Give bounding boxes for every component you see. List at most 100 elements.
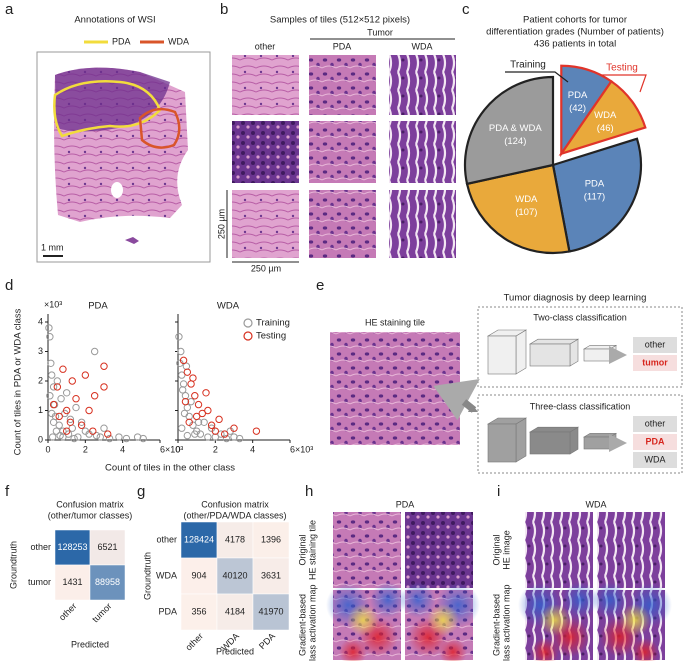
slice-value: (46) (597, 123, 614, 134)
scatter-point (211, 427, 220, 435)
layer-side (515, 417, 527, 463)
column-label: tumor (90, 601, 113, 624)
scatter-point (46, 392, 54, 400)
scatter-point (62, 406, 71, 415)
matrix-cell (180, 521, 218, 559)
y-axis-label: Groundtruth (8, 541, 18, 589)
scatter-point (104, 430, 112, 438)
slice-value: (42) (569, 103, 586, 114)
scatter-point (90, 347, 99, 356)
chart-title: Confusion matrix (201, 499, 269, 509)
scatter-point (53, 383, 62, 391)
tile (389, 121, 456, 183)
pie-slice (463, 75, 555, 186)
scatter-point (45, 324, 53, 332)
he-image (597, 512, 665, 588)
wsi-hole (111, 182, 123, 198)
panel-title: Tumor diagnosis by deep learning (504, 293, 647, 304)
row-label: other (30, 542, 51, 552)
scatter-point (177, 347, 185, 356)
matrix-cell (89, 564, 126, 601)
outputs: other tumor other PDA WDA (633, 337, 677, 468)
cam-blob (339, 638, 367, 661)
subplot-title: PDA (88, 301, 108, 312)
cam-blob (562, 582, 598, 618)
panel-title: PDA (396, 499, 415, 509)
row-label: PDA (158, 606, 177, 616)
row-label: tumor (28, 577, 51, 587)
cam-blob (439, 638, 467, 661)
chart-title: differentiation grades (Number of patien… (486, 27, 664, 38)
row-label: WDA (156, 570, 177, 580)
cam-blob (370, 582, 406, 618)
scatter-point (192, 412, 201, 421)
slice-label: PDA & WDA (489, 123, 542, 134)
matrix-cell (252, 593, 290, 631)
cell-value: 3631 (261, 570, 281, 580)
row-label: HE image (501, 530, 511, 570)
cell-value: 356 (191, 606, 206, 616)
slice-value: (107) (515, 207, 537, 218)
row-label: other (156, 534, 177, 544)
layer-front (583, 436, 611, 450)
scatter-point (96, 433, 104, 441)
he-image (525, 512, 593, 588)
wda-annotation (138, 107, 181, 149)
scatter-point (180, 409, 189, 418)
panel-label: g (137, 483, 145, 500)
cam-blob (619, 604, 651, 636)
scatter-point (191, 392, 199, 400)
y-tick-label: 2 (38, 375, 43, 385)
scatter-point (175, 333, 183, 341)
row-label: Gradient-based (491, 594, 501, 656)
cell-value: 1431 (62, 577, 82, 587)
column-label: WDA (412, 41, 433, 51)
layer-top (582, 433, 618, 438)
output-label: PDA (645, 436, 665, 446)
scatter-point (48, 409, 56, 418)
scatter-point (55, 421, 63, 429)
slice-value: (124) (504, 136, 526, 147)
tile (309, 190, 376, 258)
scatter-point (235, 434, 244, 443)
scale-label: 1 mm (41, 242, 64, 252)
scatter-point (52, 427, 61, 435)
cell-value: 904 (191, 570, 206, 580)
cell-value: 6521 (97, 542, 117, 552)
cam-blob (631, 638, 659, 661)
scatter-point (47, 359, 55, 367)
scatter-point (230, 433, 238, 441)
x-tick-label: 4 (250, 444, 255, 454)
layer-front (529, 431, 571, 455)
network-diagrams (486, 329, 627, 463)
cam-blob (427, 604, 459, 636)
scatter-point (252, 427, 261, 435)
cam-blob (531, 638, 559, 661)
scatter-point (59, 365, 67, 373)
cell-value: 88958 (95, 577, 120, 587)
scatter-point (70, 434, 78, 443)
panel-label: b (220, 1, 228, 18)
panel-label: a (5, 1, 14, 18)
scatter-point (200, 418, 208, 426)
scatter-point (217, 430, 225, 438)
cell-value: 41970 (258, 606, 283, 616)
scatter-point (189, 374, 197, 382)
tile-grid (232, 55, 456, 258)
scatter-point (49, 400, 58, 409)
scatter-point (139, 434, 147, 443)
x-axis-label: Predicted (71, 639, 109, 649)
tile (309, 55, 376, 115)
cam-blob (592, 582, 628, 618)
box-title: Two-class classification (533, 312, 627, 322)
group-leader (600, 74, 647, 93)
scatter-point (179, 356, 188, 365)
chart-title: Confusion matrix (56, 499, 124, 509)
row-label: HE staining tile (307, 520, 317, 580)
layer-front (487, 335, 517, 375)
scatter-point (185, 418, 193, 426)
y-tick-label: 1 (38, 405, 43, 415)
scatter-point (48, 433, 57, 441)
panel-label: i (497, 483, 500, 500)
